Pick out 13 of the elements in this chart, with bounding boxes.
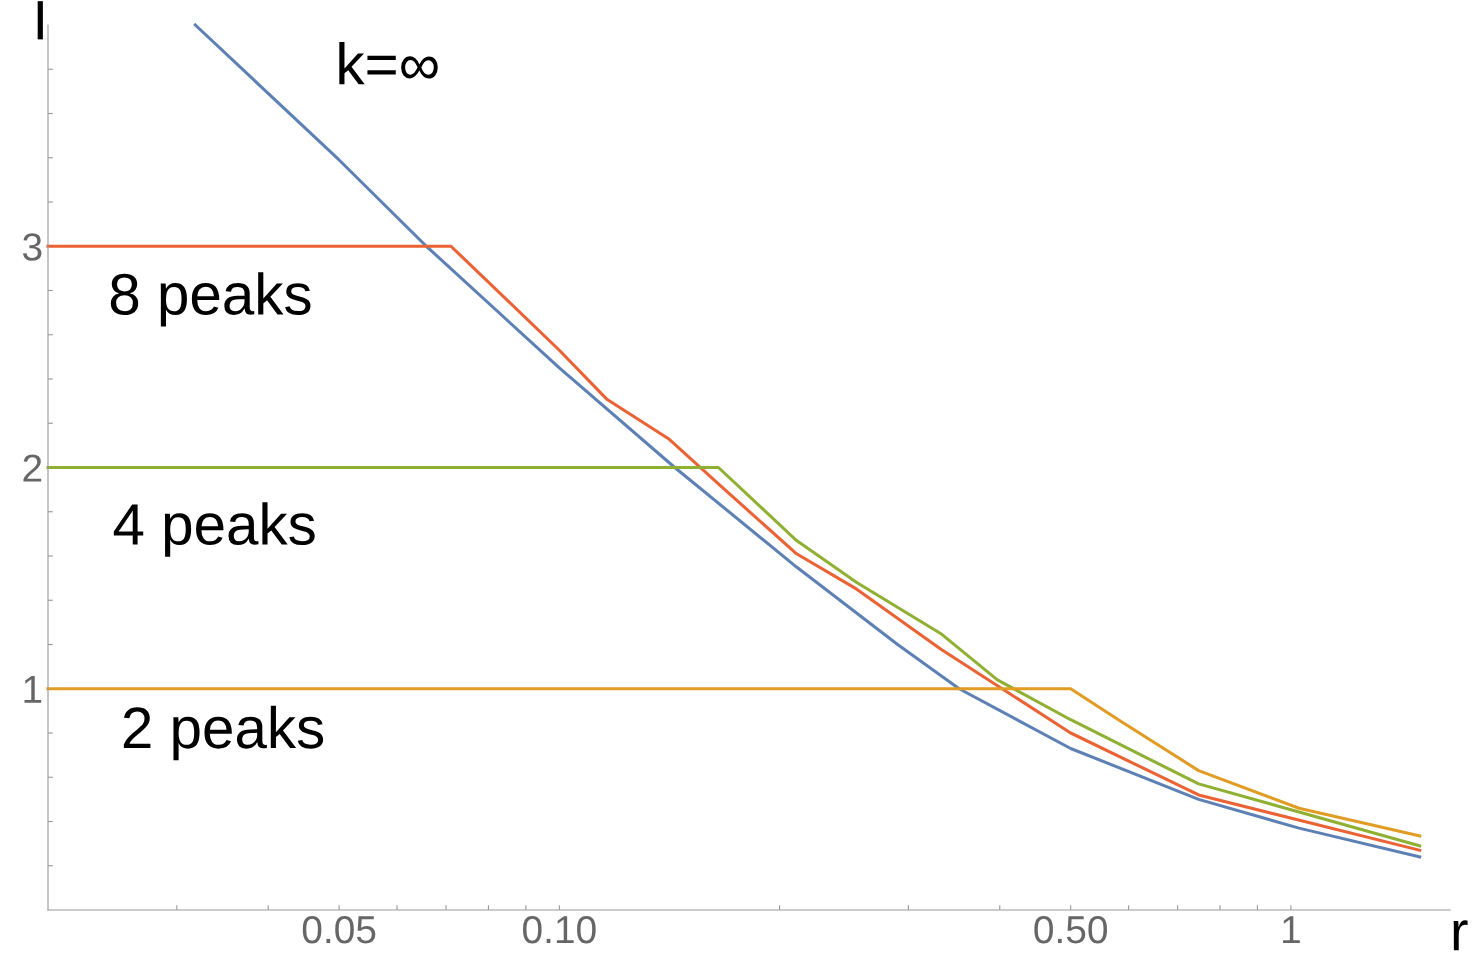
annotation: 4 peaks: [113, 502, 315, 557]
x-axis-title: r: [1453, 920, 1468, 951]
x-tick-label: 0.05: [302, 915, 376, 944]
y-tick-label: 2: [23, 454, 42, 482]
x-tick-label: 0.10: [523, 915, 596, 944]
y-axis-title: I: [37, 1, 43, 40]
y-tick-label: 1: [24, 676, 42, 703]
y-tick-label: 3: [23, 233, 42, 261]
annotation: 2 peaks: [123, 705, 324, 761]
x-tick-label: 0.50: [1034, 915, 1107, 944]
annotation: k=∞: [339, 42, 438, 85]
x-tick-label: 1: [1283, 916, 1300, 944]
annotation: 8 peaks: [110, 272, 311, 327]
